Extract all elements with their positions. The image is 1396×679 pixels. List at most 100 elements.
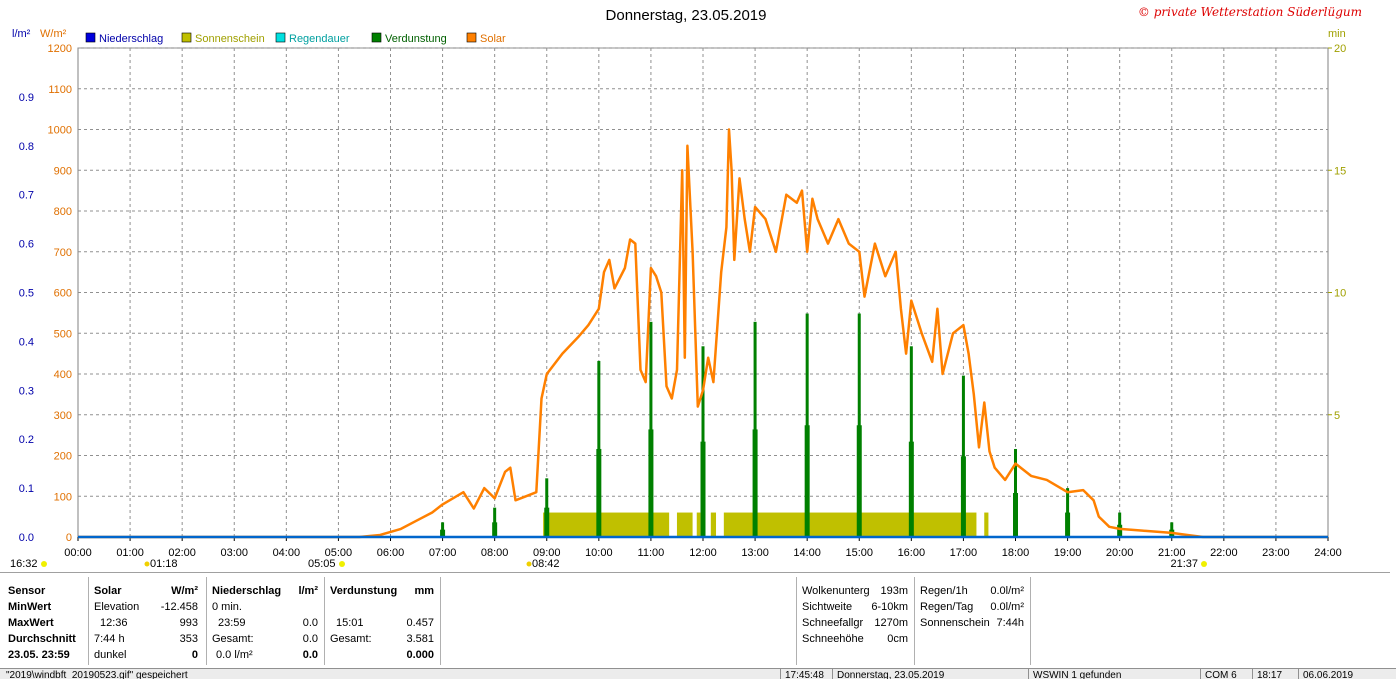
rain-row-2-value: 7:44h [996,617,1024,629]
evap-bar-lower-8 [856,425,862,537]
sunset-label: 21:37 [1170,558,1198,570]
rain-row-1-value: 0.0l/m² [990,601,1024,613]
x-tick-label-15: 15:00 [845,547,873,559]
solar-tick-label-5: 500 [54,328,72,340]
legend-swatch-4 [466,32,477,43]
x-tick-label-24: 24:00 [1314,547,1342,559]
evap-bar-lower-13 [1117,524,1123,537]
cloud-row-2-value: 1270m [874,617,908,629]
chart-axes: 00:00 01:00 02:00 03:00 04:00 05:00 06:00 07:00… [19,43,1347,559]
evap-bar-lower-5 [700,441,706,537]
status-cur-date: 06.06.2019 [1298,669,1395,679]
evap-header: Verdunstung [330,585,398,597]
precip-row-1-value: 0.0 [302,617,318,629]
precip-unit: l/m² [298,585,318,597]
legend-label-1: Sonnenschein [195,33,265,45]
evap-bar-lower-6 [752,429,758,537]
evap-bar-lower-4 [648,429,654,537]
status-clock: 18:17 [1252,669,1297,679]
solar-row-3-label: dunkel [94,649,127,661]
x-tick-label-9: 09:00 [533,547,561,559]
solar-max-dot [526,561,532,567]
sunshine-bar-1 [676,512,693,537]
sunshine-bar-2 [696,512,701,537]
solar-tick-label-6: 600 [54,288,72,300]
copyright-label: © private Wetterstation Süderlügum [1138,5,1362,19]
evap-row-2-value: 3.581 [406,633,434,645]
solar-tick-label-10: 1000 [48,125,72,137]
precip-row-0-label: 0 min. [212,601,242,613]
x-tick-label-10: 10:00 [585,547,613,559]
left-tick-label-9: 0.9 [19,92,34,104]
cloud-row-2-label: Schneefallgr [802,617,864,629]
evap-bar-lower-2 [544,507,550,537]
solar-tick-label-7: 700 [54,247,72,259]
sunrise-dot [339,561,345,567]
status-time: 17:45:48 [780,669,831,679]
cloud-row-3-value: 0cm [887,633,908,645]
precip-row-2-label: Gesamt: [212,633,254,645]
x-tick-label-17: 17:00 [950,547,978,559]
daylength-start-label: 16:32 [10,558,38,570]
cloud-row-3-label: Schneehöhe [802,633,864,645]
x-tick-label-23: 23:00 [1262,547,1290,559]
rain-row-0-value: 0.0l/m² [990,585,1024,597]
status-port: COM 6 [1200,669,1251,679]
sensor-row-0: MinWert [8,601,52,613]
solar-row-1-label: 12:36 [100,617,128,629]
x-tick-label-20: 20:00 [1106,547,1134,559]
solar-tick-label-9: 900 [54,165,72,177]
right-tick-label-0: 5 [1334,410,1340,422]
left-tick-label-6: 0.6 [19,239,34,251]
sunshine-bar-3 [710,512,717,537]
left-tick-label-1: 0.1 [19,483,34,495]
solar-row-2-label: 7:44 h [94,633,125,645]
solar-row-0-label: Elevation [94,601,140,613]
x-tick-label-11: 11:00 [638,547,665,559]
evap-bar-lower-0 [440,529,446,537]
x-tick-label-4: 04:00 [273,547,301,559]
left-tick-label-5: 0.5 [19,288,34,300]
solar-tick-label-1: 100 [54,491,72,503]
solar-row-0-value: -12.458 [160,601,198,613]
x-tick-label-5: 05:00 [325,547,353,559]
cloud-row-0-label: Wolkenunterg [802,585,870,597]
time-markers: 16:32 01:18 05:05 08:42 21:37 [10,558,1207,570]
x-tick-label-0: 00:00 [64,547,92,559]
solar-tick-label-0: 0 [66,532,72,544]
solar-tick-label-2: 200 [54,451,72,463]
evap-unit: mm [414,585,434,597]
legend-label-0: Niederschlag [99,33,163,45]
stats-panel: Sensor MinWert MaxWert Durchschnitt 23.0… [0,572,1390,669]
evap-bar-3 [597,360,601,537]
sunrise-label: 05:05 [308,558,336,570]
evap-bar-6 [753,321,757,537]
status-bar: "2019\windbft_20190523.gif" gespeichert … [0,668,1396,679]
solar-tick-label-3: 300 [54,410,72,422]
evap-bar-lower-10 [960,456,966,537]
solar-unit-label: W/m² [40,28,67,40]
right-tick-label-2: 15 [1334,165,1346,177]
chart-title: Donnerstag, 23.05.2019 [606,7,767,24]
evap-row-2-label: Gesamt: [330,633,372,645]
precip-row-1-label: 23:59 [218,617,246,629]
left-tick-label-7: 0.7 [19,190,34,202]
precip-header: Niederschlag [212,585,282,597]
cloud-row-1-label: Sichtweite [802,601,853,613]
sunshine-bars [543,512,989,537]
sunset-dot [1201,561,1207,567]
sunshine-bar-0 [543,512,670,537]
evap-bar-4 [649,321,653,537]
status-device: WSWIN 1 gefunden [1028,669,1199,679]
evap-bar-lower-11 [1013,492,1018,537]
left-tick-label-8: 0.8 [19,141,34,153]
rain-row-1-label: Regen/Tag [920,601,974,613]
evap-bar-lower-12 [1065,512,1071,537]
solar-tick-label-8: 800 [54,206,72,218]
solar-max-label: 08:42 [532,558,560,570]
x-tick-label-14: 14:00 [793,547,821,559]
sunshine-bar-4 [723,512,977,537]
left-tick-label-0: 0.0 [19,532,34,544]
moonrise-dot [144,561,150,567]
x-tick-label-21: 21:00 [1158,547,1186,559]
